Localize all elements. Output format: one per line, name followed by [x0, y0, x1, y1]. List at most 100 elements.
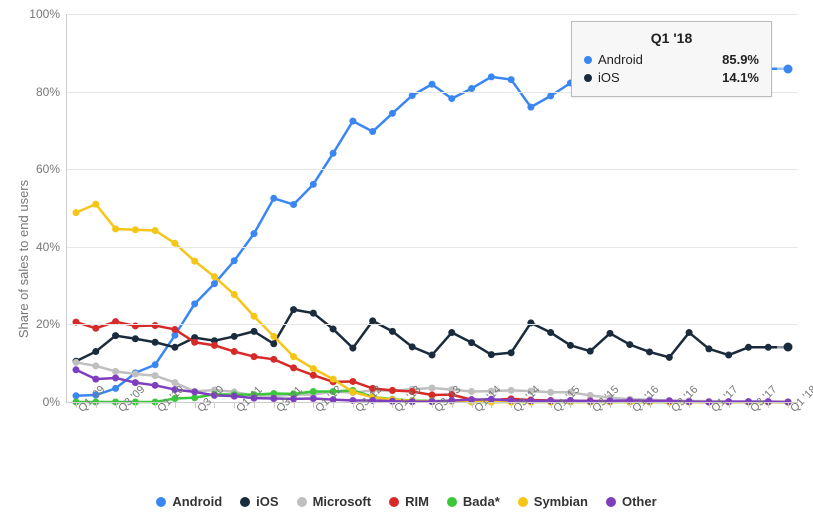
series-marker	[132, 226, 139, 233]
series-marker	[92, 201, 99, 208]
x-tick-mark	[214, 402, 215, 408]
series-marker	[152, 372, 159, 379]
series-marker	[705, 345, 712, 352]
x-tick-mark	[294, 402, 295, 408]
series-marker	[448, 95, 455, 102]
x-tick-mark	[650, 402, 651, 408]
legend-label: RIM	[405, 494, 429, 509]
series-marker	[686, 329, 693, 336]
legend-swatch	[389, 497, 399, 507]
series-marker	[251, 313, 258, 320]
series-marker	[171, 344, 178, 351]
tooltip-series-name: iOS	[598, 70, 620, 85]
series-marker	[429, 81, 436, 88]
x-tick-mark	[491, 402, 492, 408]
series-marker	[270, 333, 277, 340]
series-marker	[73, 366, 80, 373]
series-marker	[211, 280, 218, 287]
y-tick-label: 80%	[36, 85, 66, 99]
legend-item[interactable]: Other	[606, 494, 657, 509]
series-marker	[112, 368, 119, 375]
series-marker	[171, 326, 178, 333]
series-marker	[745, 344, 752, 351]
gridline	[66, 247, 798, 248]
legend: Android iOS Microsoft RIM Bada* Symbian Other	[0, 494, 813, 509]
legend-item[interactable]: RIM	[389, 494, 429, 509]
x-tick-mark	[135, 402, 136, 408]
legend-label: Microsoft	[313, 494, 372, 509]
series-marker	[290, 353, 297, 360]
x-tick-mark	[570, 402, 571, 408]
series-marker	[369, 128, 376, 135]
series-marker	[73, 359, 80, 366]
series-marker	[290, 306, 297, 313]
series-marker	[567, 342, 574, 349]
series-marker	[152, 339, 159, 346]
legend-item[interactable]: Symbian	[518, 494, 588, 509]
series-marker	[231, 333, 238, 340]
y-tick-label: 0%	[43, 395, 66, 409]
legend-item[interactable]: Bada*	[447, 494, 500, 509]
x-tick-mark	[452, 402, 453, 408]
legend-label: Symbian	[534, 494, 588, 509]
series-marker	[409, 343, 416, 350]
series-marker	[330, 150, 337, 157]
tooltip: Q1 '18Android85.9%iOS14.1%	[571, 21, 772, 97]
y-axis-line	[66, 14, 67, 402]
series-marker	[270, 356, 277, 363]
series-marker	[547, 92, 554, 99]
series-marker	[349, 345, 356, 352]
series-marker	[725, 352, 732, 359]
series-marker	[132, 335, 139, 342]
x-tick-mark	[610, 402, 611, 408]
series-line	[76, 204, 788, 402]
tooltip-dot	[584, 74, 592, 82]
series-marker	[646, 348, 653, 355]
y-axis-label: Share of sales to end users	[16, 179, 31, 337]
series-marker	[270, 195, 277, 202]
series-marker	[607, 330, 614, 337]
series-marker	[389, 387, 396, 394]
series-marker	[587, 348, 594, 355]
series-marker	[251, 230, 258, 237]
series-marker	[508, 76, 515, 83]
series-marker	[92, 348, 99, 355]
legend-label: iOS	[256, 494, 278, 509]
series-marker	[785, 65, 792, 72]
series-marker	[310, 365, 317, 372]
series-marker	[626, 341, 633, 348]
y-tick-label: 100%	[29, 7, 66, 21]
series-marker	[547, 329, 554, 336]
series-marker	[251, 328, 258, 335]
series-marker	[310, 372, 317, 379]
y-tick-label: 60%	[36, 162, 66, 176]
series-marker	[191, 300, 198, 307]
series-marker	[251, 353, 258, 360]
series-marker	[429, 385, 436, 392]
series-marker	[132, 371, 139, 378]
series-marker	[310, 310, 317, 317]
x-tick-mark	[333, 402, 334, 408]
series-marker	[448, 329, 455, 336]
series-marker	[290, 201, 297, 208]
y-tick-label: 20%	[36, 317, 66, 331]
tooltip-row: Android85.9%	[584, 52, 759, 67]
series-marker	[389, 328, 396, 335]
x-tick-mark	[373, 402, 374, 408]
series-marker	[92, 362, 99, 369]
series-marker	[112, 332, 119, 339]
series-marker	[290, 364, 297, 371]
series-marker	[765, 344, 772, 351]
series-marker	[429, 352, 436, 359]
legend-swatch	[447, 497, 457, 507]
legend-label: Bada*	[463, 494, 500, 509]
legend-item[interactable]: Microsoft	[297, 494, 372, 509]
series-marker	[152, 322, 159, 329]
legend-item[interactable]: iOS	[240, 494, 278, 509]
series-marker	[211, 273, 218, 280]
x-tick-mark	[531, 402, 532, 408]
tooltip-series-name: Android	[598, 52, 643, 67]
legend-item[interactable]: Android	[156, 494, 222, 509]
series-marker	[527, 104, 534, 111]
series-marker	[389, 110, 396, 117]
